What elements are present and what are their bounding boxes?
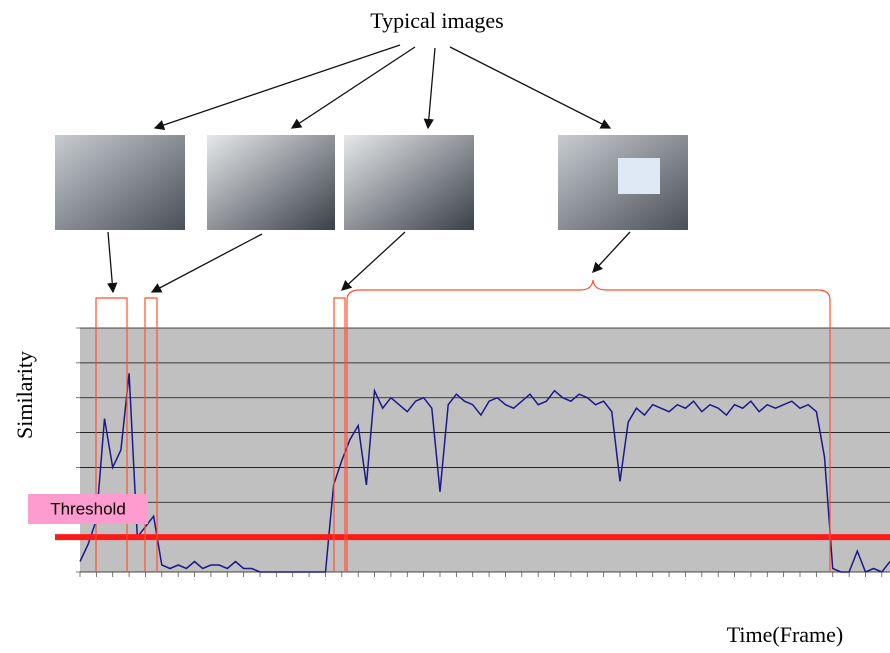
threshold-label: Threshold — [50, 499, 126, 518]
y-axis-label: Similarity — [12, 351, 37, 439]
image-detail — [618, 158, 660, 194]
figure: Typical images Threshold Similarity Time… — [0, 0, 890, 653]
x-axis-label: Time(Frame) — [727, 622, 844, 647]
image — [344, 135, 474, 230]
image — [207, 135, 335, 230]
typical-images — [55, 135, 688, 230]
figure-title: Typical images — [370, 8, 503, 33]
image — [55, 135, 185, 230]
